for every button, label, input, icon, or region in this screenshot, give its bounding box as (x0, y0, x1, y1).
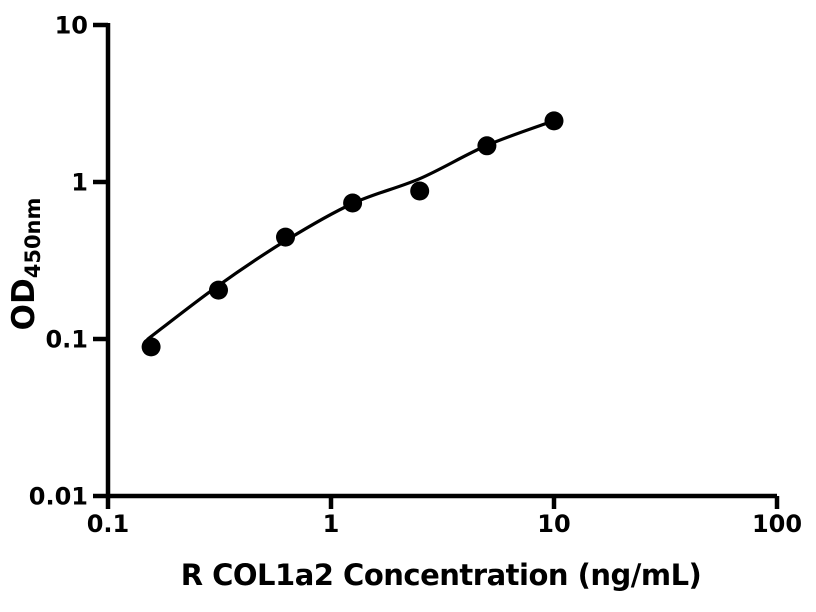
fit-curve-group (146, 119, 556, 341)
y-tick-labels: 10 1 0.1 0.01 (29, 12, 88, 511)
y-axis-title-main: OD (6, 278, 42, 330)
x-axis-title: R COL1a2 Concentration (ng/mL) (181, 558, 702, 592)
data-point (544, 111, 564, 131)
data-point (410, 181, 430, 201)
x-tick-labels: 0.1 1 10 100 (87, 510, 802, 538)
y-axis-title-subscript: 450nm (21, 198, 45, 279)
y-axis-title: OD450nm (6, 198, 45, 331)
data-points-group (141, 111, 564, 357)
x-axis-tick-label: 1 (323, 510, 340, 538)
fit-curve (146, 119, 556, 341)
data-point (477, 136, 497, 156)
x-axis-tick-label: 10 (537, 510, 570, 538)
data-point (209, 280, 228, 300)
y-axis-tick-label: 1 (71, 169, 88, 197)
data-point (276, 227, 295, 247)
y-axis-tick-label: 0.1 (45, 326, 88, 354)
x-axis-tick-label: 100 (752, 510, 802, 538)
axes (93, 22, 780, 509)
x-axis-tick-label: 0.1 (87, 510, 130, 538)
y-axis-tick-label: 0.01 (29, 483, 88, 511)
data-point (343, 193, 363, 213)
y-axis-tick-label: 10 (55, 12, 88, 40)
axis-spine (105, 23, 777, 499)
data-point (141, 337, 161, 357)
